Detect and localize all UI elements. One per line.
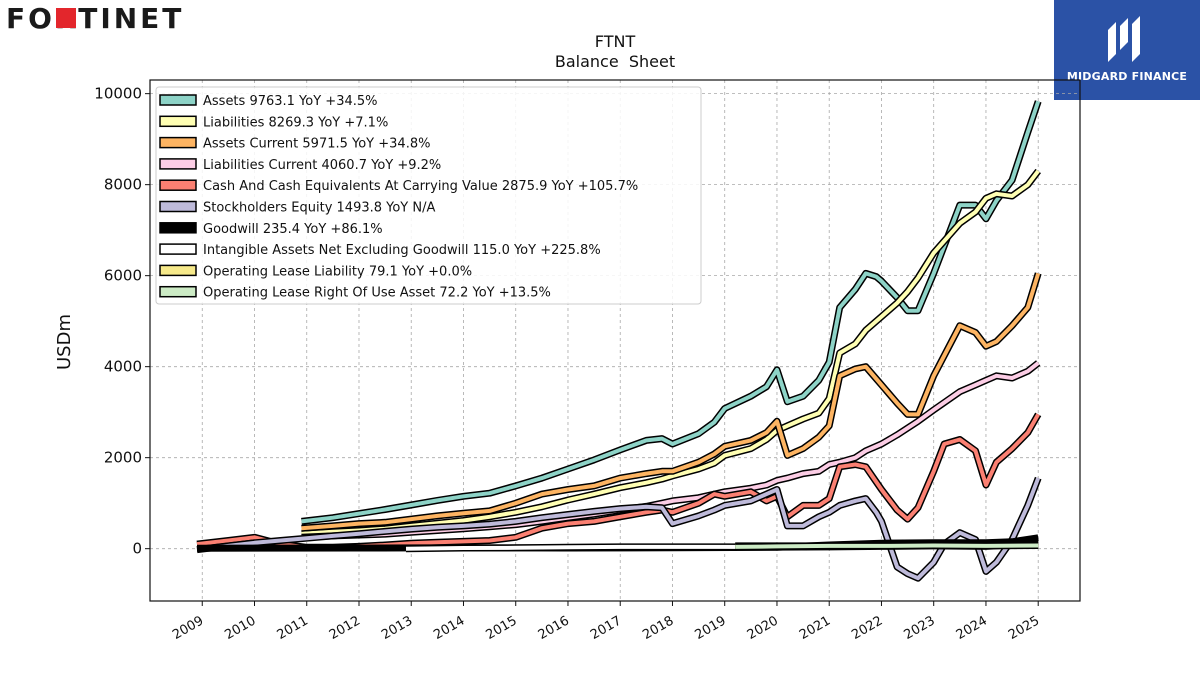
x-tick-label: 2012	[327, 613, 363, 643]
legend-label: Stockholders Equity 1493.8 YoY N/A	[203, 201, 435, 216]
series-line	[301, 100, 1041, 524]
y-tick-label: 6000	[104, 267, 142, 285]
legend-label: Liabilities Current 4060.7 YoY +9.2%	[203, 158, 441, 173]
fortinet-logo: FORTINET	[6, 4, 184, 34]
legend-item: Operating Lease Right Of Use Asset 72.2 …	[159, 285, 551, 301]
legend-swatch	[159, 285, 197, 298]
legend-swatch	[159, 158, 197, 170]
x-tick-label: 2013	[379, 613, 415, 643]
legend-item: Liabilities 8269.3 YoY +7.1%	[159, 115, 388, 130]
x-tick-label: 2014	[431, 613, 467, 643]
legend-label: Goodwill 235.4 YoY +86.1%	[203, 222, 383, 237]
partner-name: MIDGARD FINANCE	[1066, 70, 1188, 83]
x-tick-label: 2011	[275, 613, 311, 643]
series-line	[196, 477, 1041, 581]
legend-label: Assets 9763.1 YoY +34.5%	[203, 94, 378, 109]
y-tick-label: 2000	[104, 449, 142, 467]
series-1	[301, 100, 1042, 525]
legend-swatch	[159, 94, 197, 106]
series-5	[196, 412, 1042, 551]
y-tick-label: 10000	[94, 85, 142, 103]
x-tick-label: 2023	[902, 613, 938, 643]
legend-swatch	[159, 179, 197, 191]
legend-item: Assets 9763.1 YoY +34.5%	[159, 94, 378, 109]
legend-swatch	[159, 115, 197, 128]
fortinet-logo-text: FORTINET	[6, 4, 184, 34]
legend: Assets 9763.1 YoY +34.5% Liabilities 8269…	[155, 86, 702, 305]
legend-swatch	[159, 264, 197, 277]
x-tick-label: 2024	[954, 613, 990, 643]
x-tick-label: 2016	[536, 613, 572, 643]
chart-title-block: FTNT Balance Sheet	[480, 32, 750, 72]
x-tick-label: 2020	[745, 613, 781, 643]
legend-item: Assets Current 5971.5 YoY +34.8%	[159, 136, 430, 152]
legend-box	[155, 86, 702, 305]
fortinet-logo-mark	[56, 8, 76, 28]
y-axis-label: USDm	[54, 314, 75, 370]
legend-label: Intangible Assets Net Excluding Goodwill…	[203, 243, 601, 258]
x-tick-label: 2021	[797, 613, 833, 643]
legend-item: Liabilities Current 4060.7 YoY +9.2%	[159, 158, 441, 173]
legend-swatch	[159, 200, 197, 213]
series-line	[301, 272, 1041, 531]
y-tick-label: 8000	[104, 176, 142, 194]
legend-label: Operating Lease Right Of Use Asset 72.2 …	[203, 286, 551, 301]
series-line	[735, 543, 1039, 549]
series-layer	[196, 100, 1042, 582]
series-line	[301, 169, 1040, 536]
series-6	[196, 476, 1042, 582]
series-line	[196, 413, 1040, 550]
legend-swatch	[159, 243, 197, 255]
x-tick-label: 2025	[1006, 613, 1042, 643]
legend-item: Goodwill 235.4 YoY +86.1%	[159, 222, 383, 237]
x-tick-label: 2018	[640, 613, 676, 643]
x-tick-label: 2010	[222, 613, 258, 643]
legend-item: Cash And Cash Equivalents At Carrying Va…	[159, 179, 638, 194]
legend-item: Intangible Assets Net Excluding Goodwill…	[159, 243, 601, 258]
y-axis: 0 2000 4000 6000 8000 10000	[94, 85, 150, 558]
x-axis: 2009 2010 2011 2012 2013 2014 2015 2016 2017 2018…	[170, 601, 1042, 643]
legend-item: Stockholders Equity 1493.8 YoY N/A	[159, 200, 435, 216]
x-tick-label: 2015	[484, 613, 520, 643]
plot-frame	[149, 79, 1081, 602]
legend-label: Cash And Cash Equivalents At Carrying Va…	[203, 179, 638, 194]
y-tick-label: 4000	[104, 358, 142, 376]
x-tick-label: 2022	[849, 613, 885, 643]
legend-swatch	[159, 222, 197, 234]
series-3	[301, 272, 1042, 532]
chart-subtitle: Balance Sheet	[554, 52, 676, 71]
legend-label: Liabilities 8269.3 YoY +7.1%	[203, 115, 388, 130]
legend-item: Operating Lease Liability 79.1 YoY +0.0%	[159, 264, 472, 279]
series-2	[301, 168, 1041, 538]
legend-label: Assets Current 5971.5 YoY +34.8%	[203, 137, 430, 152]
x-tick-label: 2009	[170, 613, 206, 643]
y-tick-label: 0	[132, 540, 142, 558]
midgard-logo-icon	[1108, 16, 1140, 62]
midgard-finance-badge: MIDGARD FINANCE	[1054, 0, 1200, 100]
series-10	[735, 542, 1039, 551]
chart-title: FTNT	[594, 32, 636, 51]
x-tick-label: 2017	[588, 613, 624, 643]
x-tick-label: 2019	[693, 613, 729, 643]
legend-swatch	[159, 136, 197, 149]
legend-label: Operating Lease Liability 79.1 YoY +0.0%	[203, 264, 472, 279]
